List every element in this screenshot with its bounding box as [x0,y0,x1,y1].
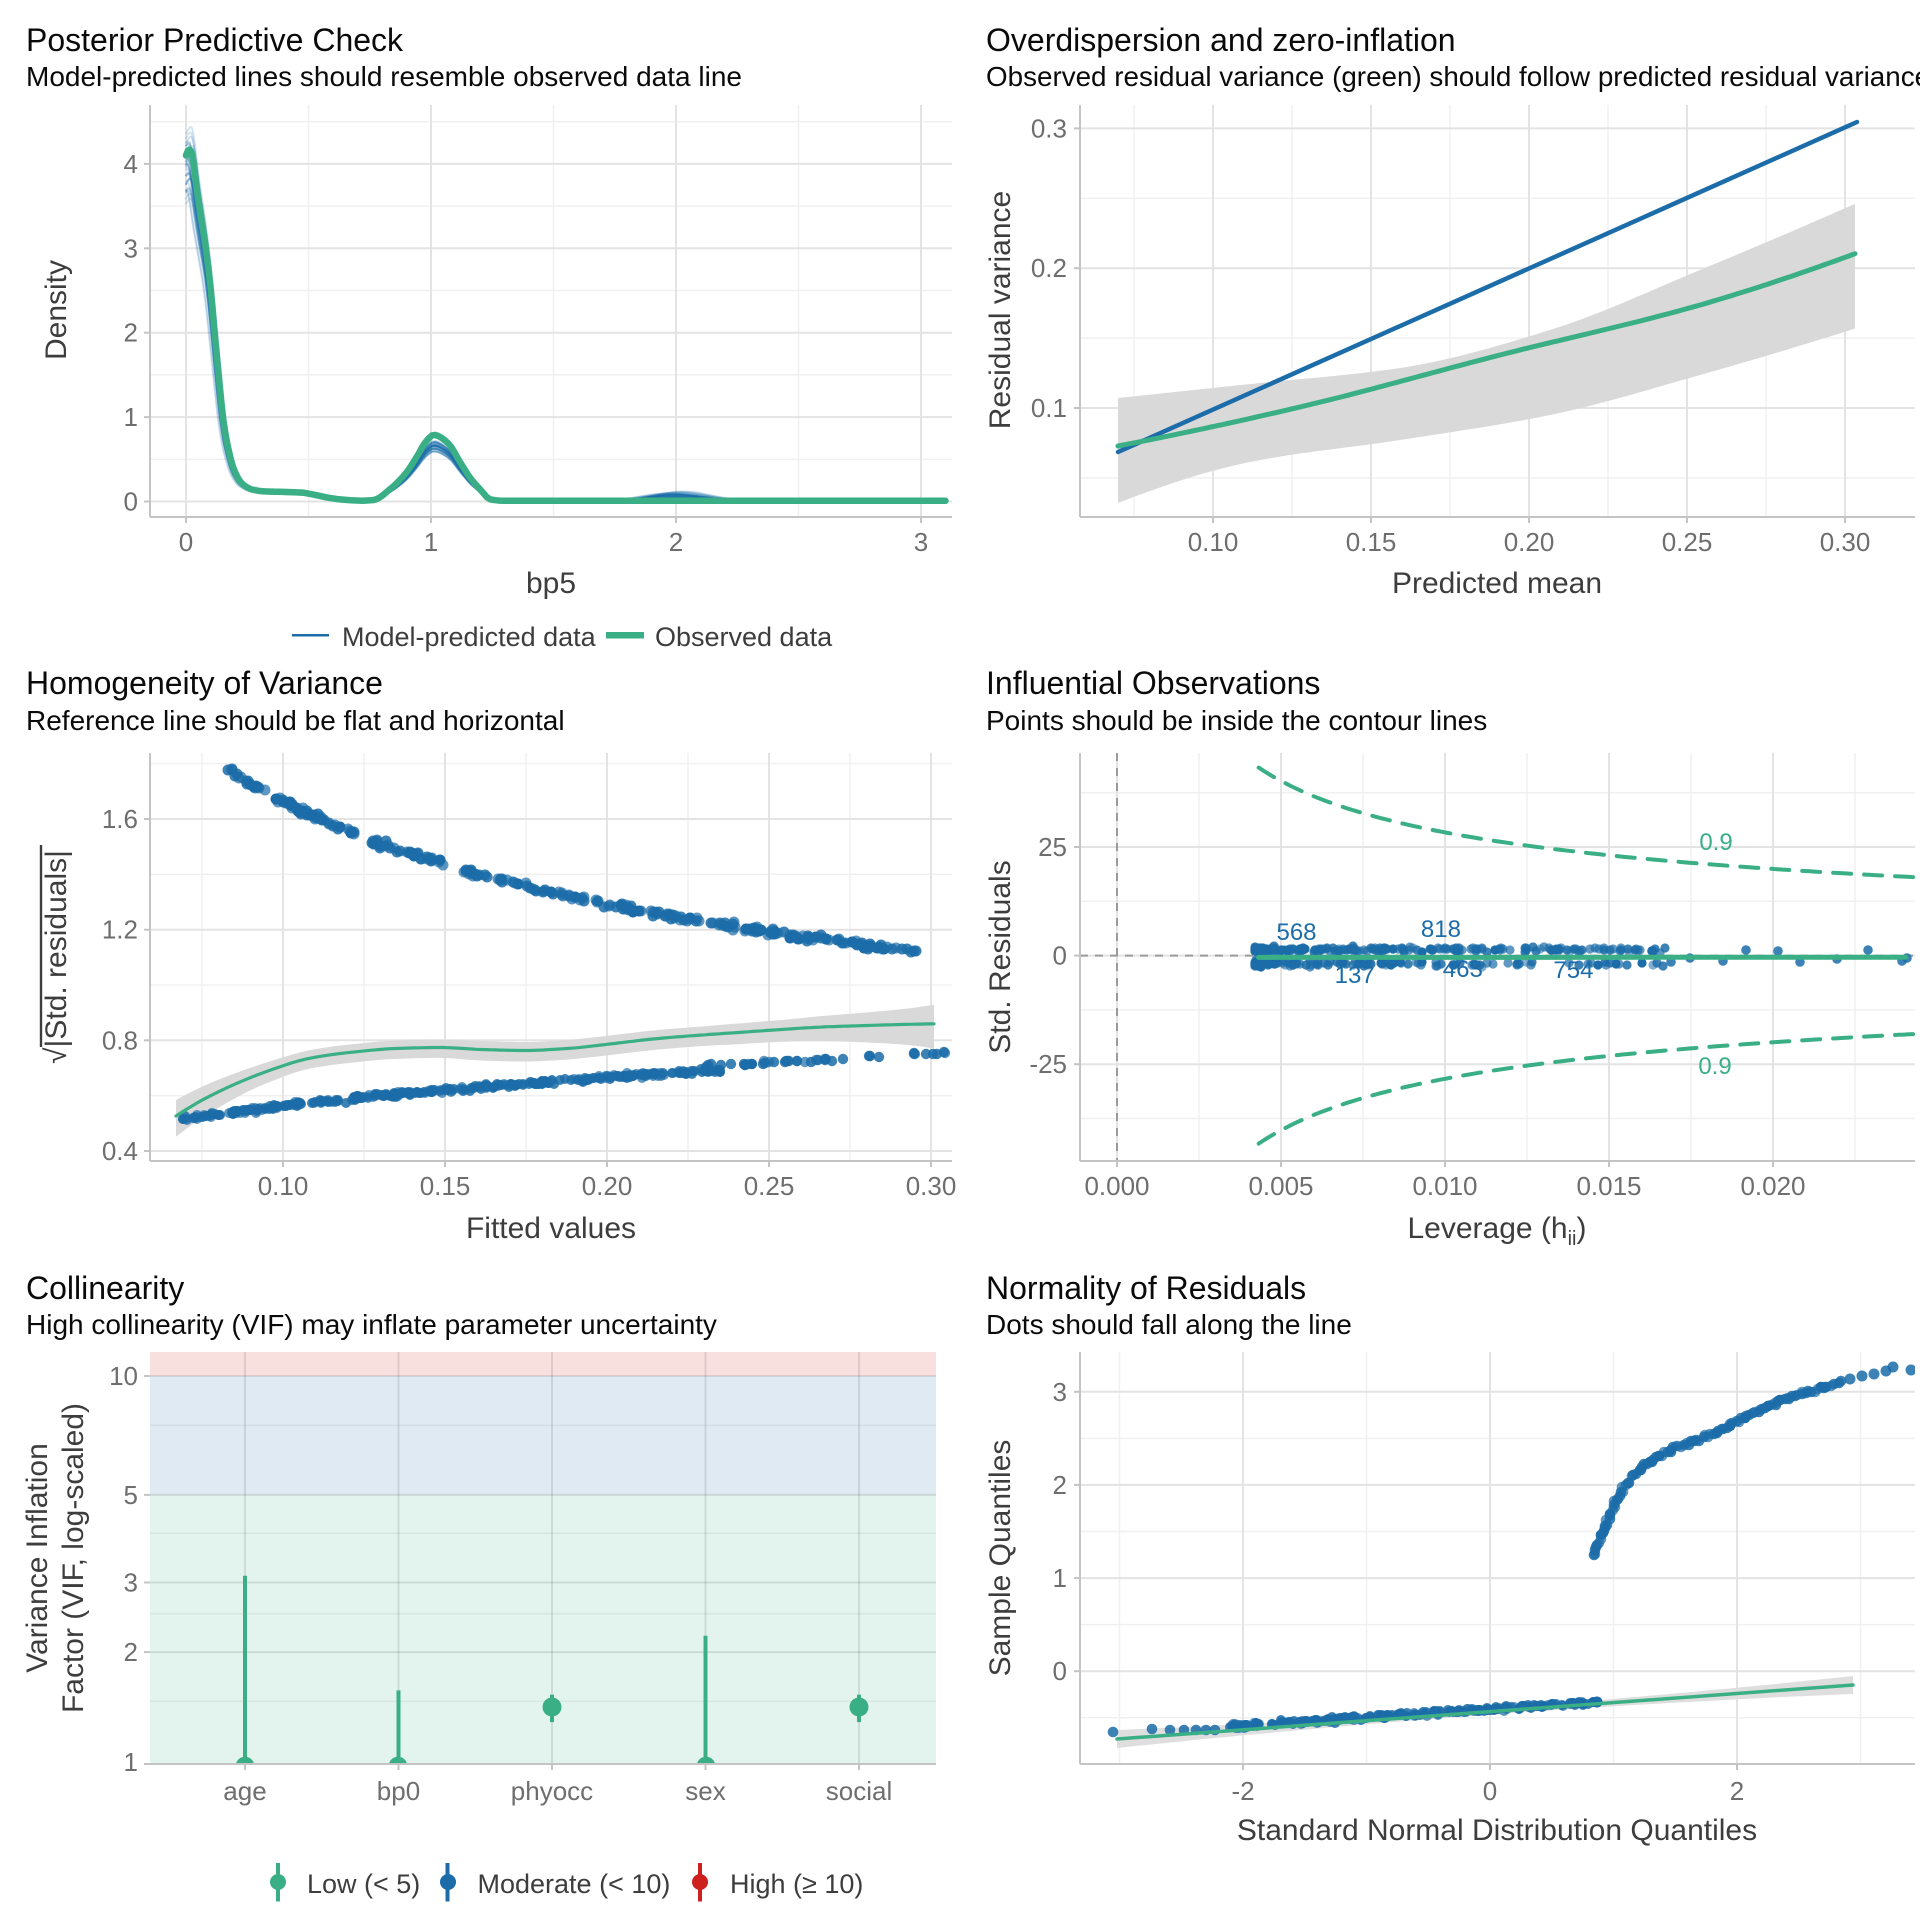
svg-text:0.9: 0.9 [1699,829,1732,856]
svg-text:High (≥ 10): High (≥ 10) [730,1869,863,1899]
svg-text:social: social [826,1776,892,1806]
svg-text:Points should be inside the co: Points should be inside the contour line… [986,705,1487,736]
svg-text:Collinearity: Collinearity [26,1270,184,1306]
svg-text:0: 0 [179,527,193,557]
svg-text:0.20: 0.20 [1504,527,1555,557]
svg-text:1: 1 [124,402,138,432]
svg-text:bp5: bp5 [526,567,576,600]
svg-text:0.10: 0.10 [258,1171,309,1201]
svg-text:Fitted values: Fitted values [466,1212,636,1245]
svg-text:25: 25 [1038,832,1067,862]
svg-text:463: 463 [1443,956,1483,983]
svg-text:1: 1 [424,527,438,557]
svg-text:0.005: 0.005 [1248,1171,1313,1201]
svg-text:1.6: 1.6 [102,804,138,834]
svg-text:0.15: 0.15 [1346,527,1397,557]
svg-text:phyocc: phyocc [511,1776,593,1806]
svg-text:0.30: 0.30 [1820,527,1871,557]
svg-text:3: 3 [124,1568,138,1598]
svg-text:0.30: 0.30 [906,1171,957,1201]
svg-text:Moderate (< 10): Moderate (< 10) [478,1869,671,1899]
svg-text:0.20: 0.20 [582,1171,633,1201]
svg-text:Density: Density [40,260,73,360]
svg-text:754: 754 [1553,957,1593,984]
svg-text:0.9: 0.9 [1698,1053,1731,1080]
svg-text:0.000: 0.000 [1084,1171,1149,1201]
svg-text:sex: sex [685,1776,725,1806]
svg-text:0.10: 0.10 [1188,527,1239,557]
svg-text:0.8: 0.8 [102,1025,138,1055]
svg-text:Dots should fall along the lin: Dots should fall along the line [986,1309,1352,1340]
svg-text:0.25: 0.25 [744,1171,795,1201]
svg-text:Influential Observations: Influential Observations [986,665,1320,701]
svg-text:818: 818 [1421,916,1461,943]
svg-text:-25: -25 [1029,1049,1067,1079]
svg-text:0: 0 [1053,941,1067,971]
svg-text:Std. Residuals: Std. Residuals [984,860,1017,1053]
svg-text:Variance Inflation: Variance Inflation [21,1443,54,1673]
svg-text:0: 0 [1053,1656,1067,1686]
svg-text:0.25: 0.25 [1662,527,1713,557]
svg-text:0.010: 0.010 [1412,1171,1477,1201]
svg-text:0.020: 0.020 [1740,1171,1805,1201]
svg-text:Normality of Residuals: Normality of Residuals [986,1270,1306,1306]
svg-text:0.1: 0.1 [1031,393,1067,423]
svg-text:1: 1 [1053,1563,1067,1593]
svg-text:Low (< 5): Low (< 5) [307,1869,420,1899]
svg-text:1.2: 1.2 [102,915,138,945]
svg-text:2: 2 [669,527,683,557]
svg-text:Factor (VIF, log-scaled): Factor (VIF, log-scaled) [57,1403,90,1713]
svg-text:0: 0 [124,487,138,517]
svg-text:bp0: bp0 [377,1776,420,1806]
svg-text:Homogeneity of Variance: Homogeneity of Variance [26,665,383,701]
svg-text:10: 10 [109,1361,138,1391]
svg-text:Reference line should be flat: Reference line should be flat and horizo… [26,705,565,736]
svg-text:Model-predicted lines should r: Model-predicted lines should resemble ob… [26,61,742,92]
svg-text:Posterior Predictive Check: Posterior Predictive Check [26,22,404,58]
svg-text:2: 2 [124,1637,138,1667]
svg-text:1: 1 [124,1747,138,1777]
svg-text:0.2: 0.2 [1031,253,1067,283]
svg-text:5: 5 [124,1480,138,1510]
svg-text:0.15: 0.15 [420,1171,471,1201]
svg-text:0.3: 0.3 [1031,113,1067,143]
svg-text:Predicted mean: Predicted mean [1392,567,1602,600]
svg-text:Residual variance: Residual variance [984,191,1017,429]
svg-text:√|Std. residuals|: √|Std. residuals| [40,850,73,1064]
svg-text:2: 2 [124,318,138,348]
svg-text:Observed data: Observed data [655,622,833,652]
svg-text:0: 0 [1483,1776,1497,1806]
svg-text:Observed residual variance (gr: Observed residual variance (green) shoul… [986,61,1920,92]
svg-text:age: age [223,1776,266,1806]
svg-text:3: 3 [914,527,928,557]
svg-text:2: 2 [1730,1776,1744,1806]
svg-text:0.4: 0.4 [102,1136,138,1166]
svg-text:Model-predicted data: Model-predicted data [342,622,597,652]
svg-text:3: 3 [124,233,138,263]
svg-text:2: 2 [1053,1470,1067,1500]
svg-text:High collinearity (VIF) may in: High collinearity (VIF) may inflate para… [26,1309,717,1340]
svg-text:Leverage (hii): Leverage (hii) [1408,1212,1587,1250]
svg-text:4: 4 [124,149,138,179]
svg-text:Sample Quantiles: Sample Quantiles [984,1440,1017,1677]
svg-text:0.015: 0.015 [1576,1171,1641,1201]
svg-text:Overdispersion and zero-inflat: Overdispersion and zero-inflation [986,22,1456,58]
svg-text:3: 3 [1053,1377,1067,1407]
svg-text:137: 137 [1335,962,1375,989]
svg-text:568: 568 [1276,919,1316,946]
svg-text:Standard Normal Distribution Q: Standard Normal Distribution Quantiles [1237,1814,1757,1847]
svg-text:-2: -2 [1231,1776,1254,1806]
